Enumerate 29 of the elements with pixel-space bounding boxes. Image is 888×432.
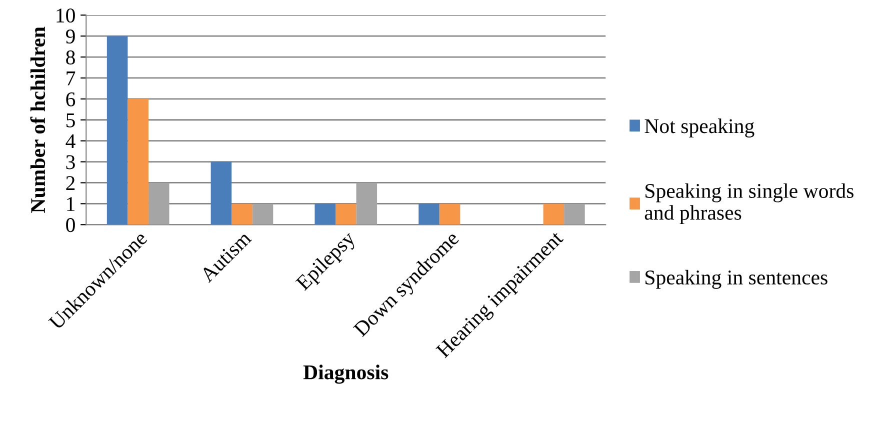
bar	[335, 204, 356, 225]
bar	[106, 36, 128, 225]
bar	[314, 204, 336, 225]
bar	[232, 204, 252, 225]
legend-label: Speaking in single words and phrases	[644, 183, 854, 224]
y-tick-label: 8	[66, 50, 75, 64]
bar	[128, 98, 148, 225]
y-tick-label: 0	[66, 218, 75, 232]
legend-label: Not speaking	[644, 118, 754, 138]
y-tick-label: 3	[66, 155, 75, 170]
y-tick-label: 1	[67, 197, 74, 211]
bar	[543, 204, 564, 225]
y-tick-label: 10	[56, 8, 75, 23]
legend-label: Speaking in sentences	[646, 270, 828, 289]
y-tick-label: 2	[66, 176, 75, 190]
y-tick-label: 7	[66, 72, 76, 86]
y-tick-label: 4	[66, 134, 76, 148]
y-tick-label: 6	[66, 92, 76, 106]
y-tick-label: 5	[66, 113, 75, 128]
bar	[564, 204, 585, 225]
bar	[356, 182, 378, 225]
y-tick-label: 9	[66, 30, 75, 44]
bar	[418, 204, 440, 225]
bar	[210, 162, 232, 225]
bar	[148, 182, 170, 225]
bar	[439, 204, 460, 225]
y-axis-title: Number of hchildren	[30, 26, 46, 213]
bar	[252, 204, 274, 225]
x-axis-title: Diagnosis	[303, 364, 388, 384]
